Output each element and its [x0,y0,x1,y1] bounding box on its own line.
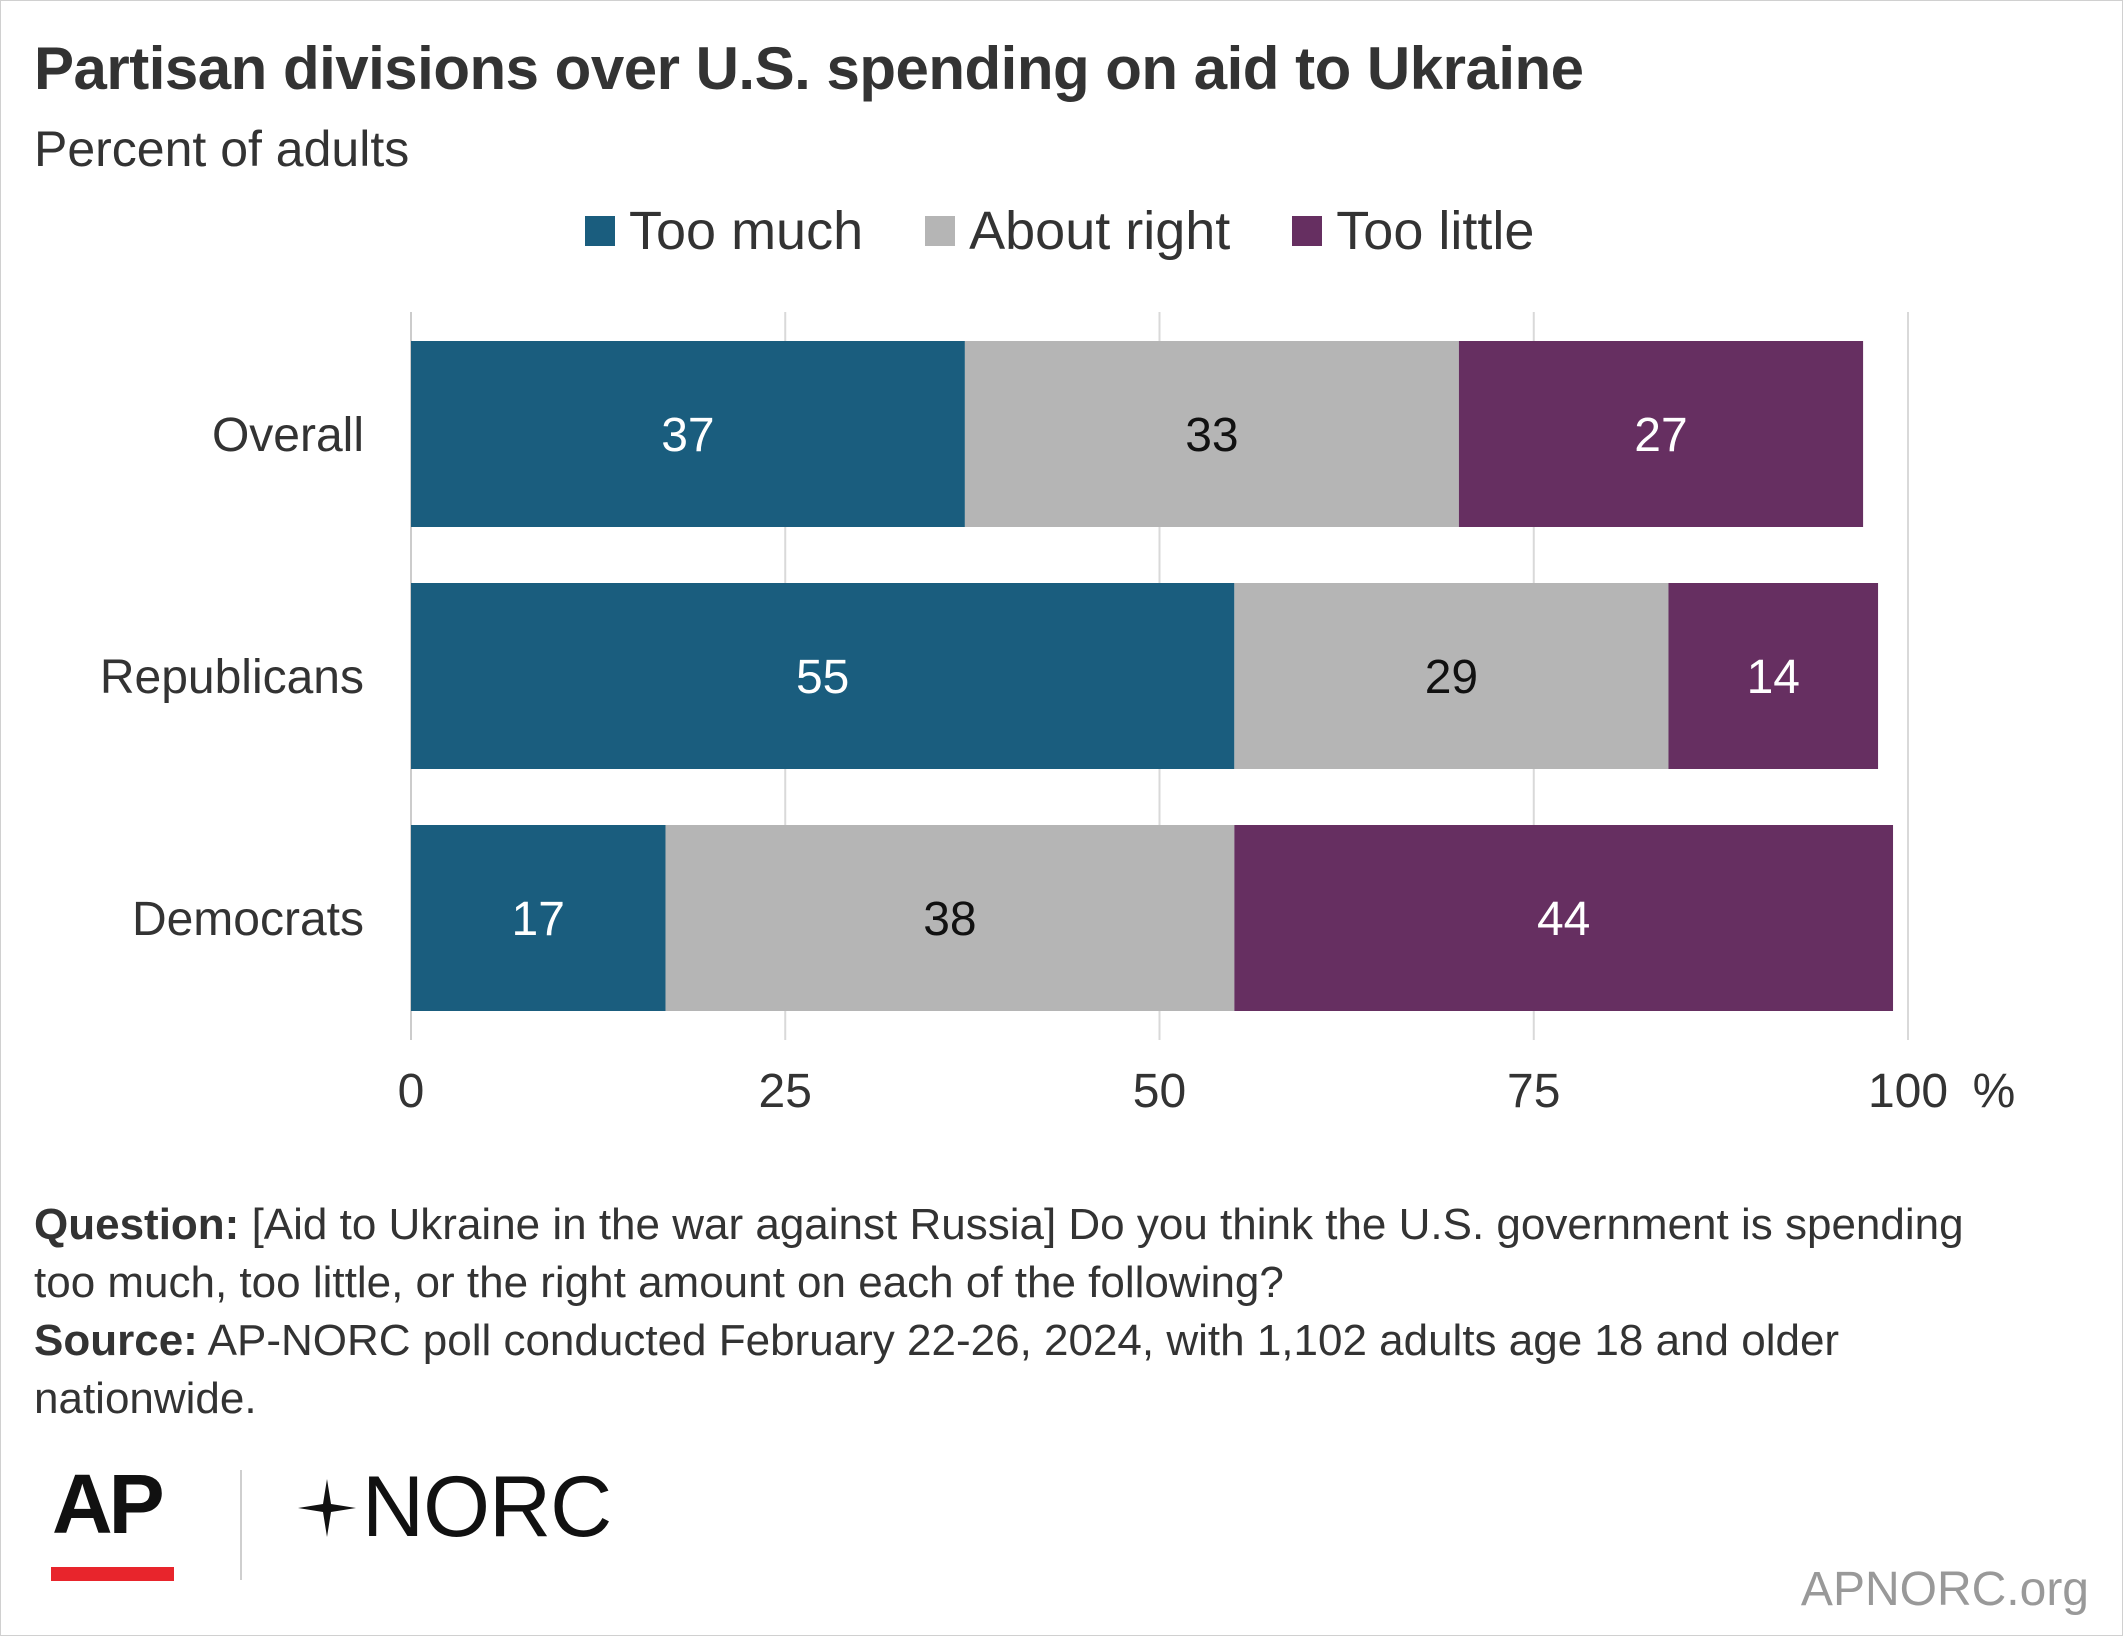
legend-item-about-right: About right [925,200,1230,262]
category-label: Overall [212,409,364,462]
x-axis-unit: % [1973,1065,2016,1118]
x-tick-label: 100 [1868,1065,1948,1118]
category-label: Republicans [100,651,364,704]
data-label: 55 [796,651,849,704]
bar-segment [411,583,1235,769]
legend-swatch [925,216,956,246]
bar-segment [1668,583,1879,769]
norc-logo-text: NORC [362,1459,612,1555]
legend-label: Too little [1336,201,1535,261]
legend-item-too-much: Too much [585,200,863,262]
legend-swatch [1292,216,1323,246]
norc-logo: NORC [296,1458,612,1557]
data-label: 44 [1537,893,1590,946]
legend-label: Too much [629,201,864,261]
x-tick-label: 75 [1507,1065,1560,1118]
bar-segment [665,825,1235,1011]
chart-title: Partisan divisions over U.S. spending on… [34,35,1584,102]
bar-segment [1458,341,1864,527]
data-label: 38 [923,893,976,946]
chart-subtitle: Percent of adults [34,121,410,177]
stacked-bar-chart: Overall 37 33 27 Republicans 55 29 14 Democrats 1… [100,312,2016,1118]
bar-segment [411,825,666,1011]
source-text: AP-NORC poll conducted February 22-26, 2… [34,1316,1840,1423]
question-text: [Aid to Ukraine in the war against Russi… [34,1200,1964,1307]
x-tick-label: 0 [398,1065,425,1118]
data-label: 37 [661,409,714,462]
question-label: Question: [34,1200,240,1249]
bar-segment [1234,583,1669,769]
source-note: Source: AP-NORC poll conducted February … [34,1312,2034,1428]
data-label: 29 [1425,651,1478,704]
x-tick-label: 50 [1133,1065,1186,1118]
logo-divider [240,1470,242,1580]
site-url: APNORC.org [1800,1563,2089,1616]
source-label: Source: [34,1316,198,1365]
bar-segment [411,341,965,527]
ap-logo: AP [52,1457,165,1551]
star-icon [298,1478,356,1537]
ap-logo-underline [51,1567,174,1581]
bar-segment [964,341,1459,527]
legend-item-too-little: Too little [1292,200,1534,262]
category-label: Democrats [132,893,364,946]
legend-label: About right [969,201,1231,261]
data-label: 33 [1185,409,1238,462]
footer-note: Question: [Aid to Ukraine in the war aga… [34,1196,2034,1428]
x-tick-label: 25 [759,1065,812,1118]
legend-swatch [585,216,615,246]
legend: Too much About right Too little [585,200,1596,262]
data-label: 14 [1747,651,1800,704]
data-label: 17 [512,893,565,946]
question-note: Question: [Aid to Ukraine in the war aga… [34,1196,2034,1312]
bar-segment [1234,825,1894,1011]
data-label: 27 [1634,409,1687,462]
